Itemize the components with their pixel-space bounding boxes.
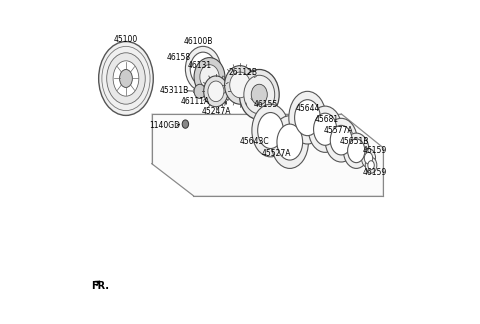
Text: 1140GD: 1140GD <box>149 121 180 130</box>
Text: 26112B: 26112B <box>228 68 258 76</box>
Ellipse shape <box>182 120 189 128</box>
Ellipse shape <box>225 66 255 104</box>
Ellipse shape <box>107 53 145 104</box>
Ellipse shape <box>271 116 309 168</box>
Ellipse shape <box>309 106 342 152</box>
Text: 45643C: 45643C <box>240 137 269 145</box>
Polygon shape <box>152 114 383 196</box>
Ellipse shape <box>194 84 205 98</box>
Ellipse shape <box>348 139 365 163</box>
Text: 46111A: 46111A <box>180 97 210 106</box>
Ellipse shape <box>190 52 216 86</box>
Ellipse shape <box>277 124 302 160</box>
Ellipse shape <box>364 152 372 164</box>
Text: 46159: 46159 <box>363 168 387 177</box>
Text: 45247A: 45247A <box>202 107 232 116</box>
Ellipse shape <box>204 76 228 107</box>
Text: 45651B: 45651B <box>339 137 369 146</box>
Text: 46100B: 46100B <box>183 37 213 46</box>
Ellipse shape <box>240 69 279 120</box>
Text: 45100: 45100 <box>114 35 138 44</box>
Ellipse shape <box>289 91 326 144</box>
Ellipse shape <box>194 58 225 96</box>
Ellipse shape <box>244 75 275 114</box>
Text: FR.: FR. <box>91 281 108 291</box>
Text: 46155: 46155 <box>253 100 278 109</box>
Ellipse shape <box>120 69 132 87</box>
Ellipse shape <box>99 41 153 115</box>
Ellipse shape <box>200 65 219 89</box>
Ellipse shape <box>325 118 357 162</box>
Ellipse shape <box>258 112 283 148</box>
Ellipse shape <box>208 81 224 102</box>
Text: 45527A: 45527A <box>261 148 291 157</box>
Text: 45681: 45681 <box>315 115 339 124</box>
Text: 46159: 46159 <box>363 146 387 155</box>
Text: 46131: 46131 <box>188 61 212 70</box>
Ellipse shape <box>251 84 267 105</box>
Text: 45311B: 45311B <box>159 86 189 95</box>
Ellipse shape <box>368 161 374 170</box>
Ellipse shape <box>252 104 289 157</box>
Ellipse shape <box>361 148 375 168</box>
Ellipse shape <box>113 61 139 96</box>
Text: 45644: 45644 <box>295 104 320 112</box>
Ellipse shape <box>102 46 150 110</box>
Ellipse shape <box>185 46 221 91</box>
Ellipse shape <box>313 113 336 145</box>
Text: 45577A: 45577A <box>324 126 354 135</box>
Ellipse shape <box>230 72 250 98</box>
Ellipse shape <box>295 100 320 136</box>
Text: 46158: 46158 <box>167 53 191 62</box>
Ellipse shape <box>343 133 369 168</box>
Ellipse shape <box>330 125 352 155</box>
Ellipse shape <box>365 157 377 173</box>
